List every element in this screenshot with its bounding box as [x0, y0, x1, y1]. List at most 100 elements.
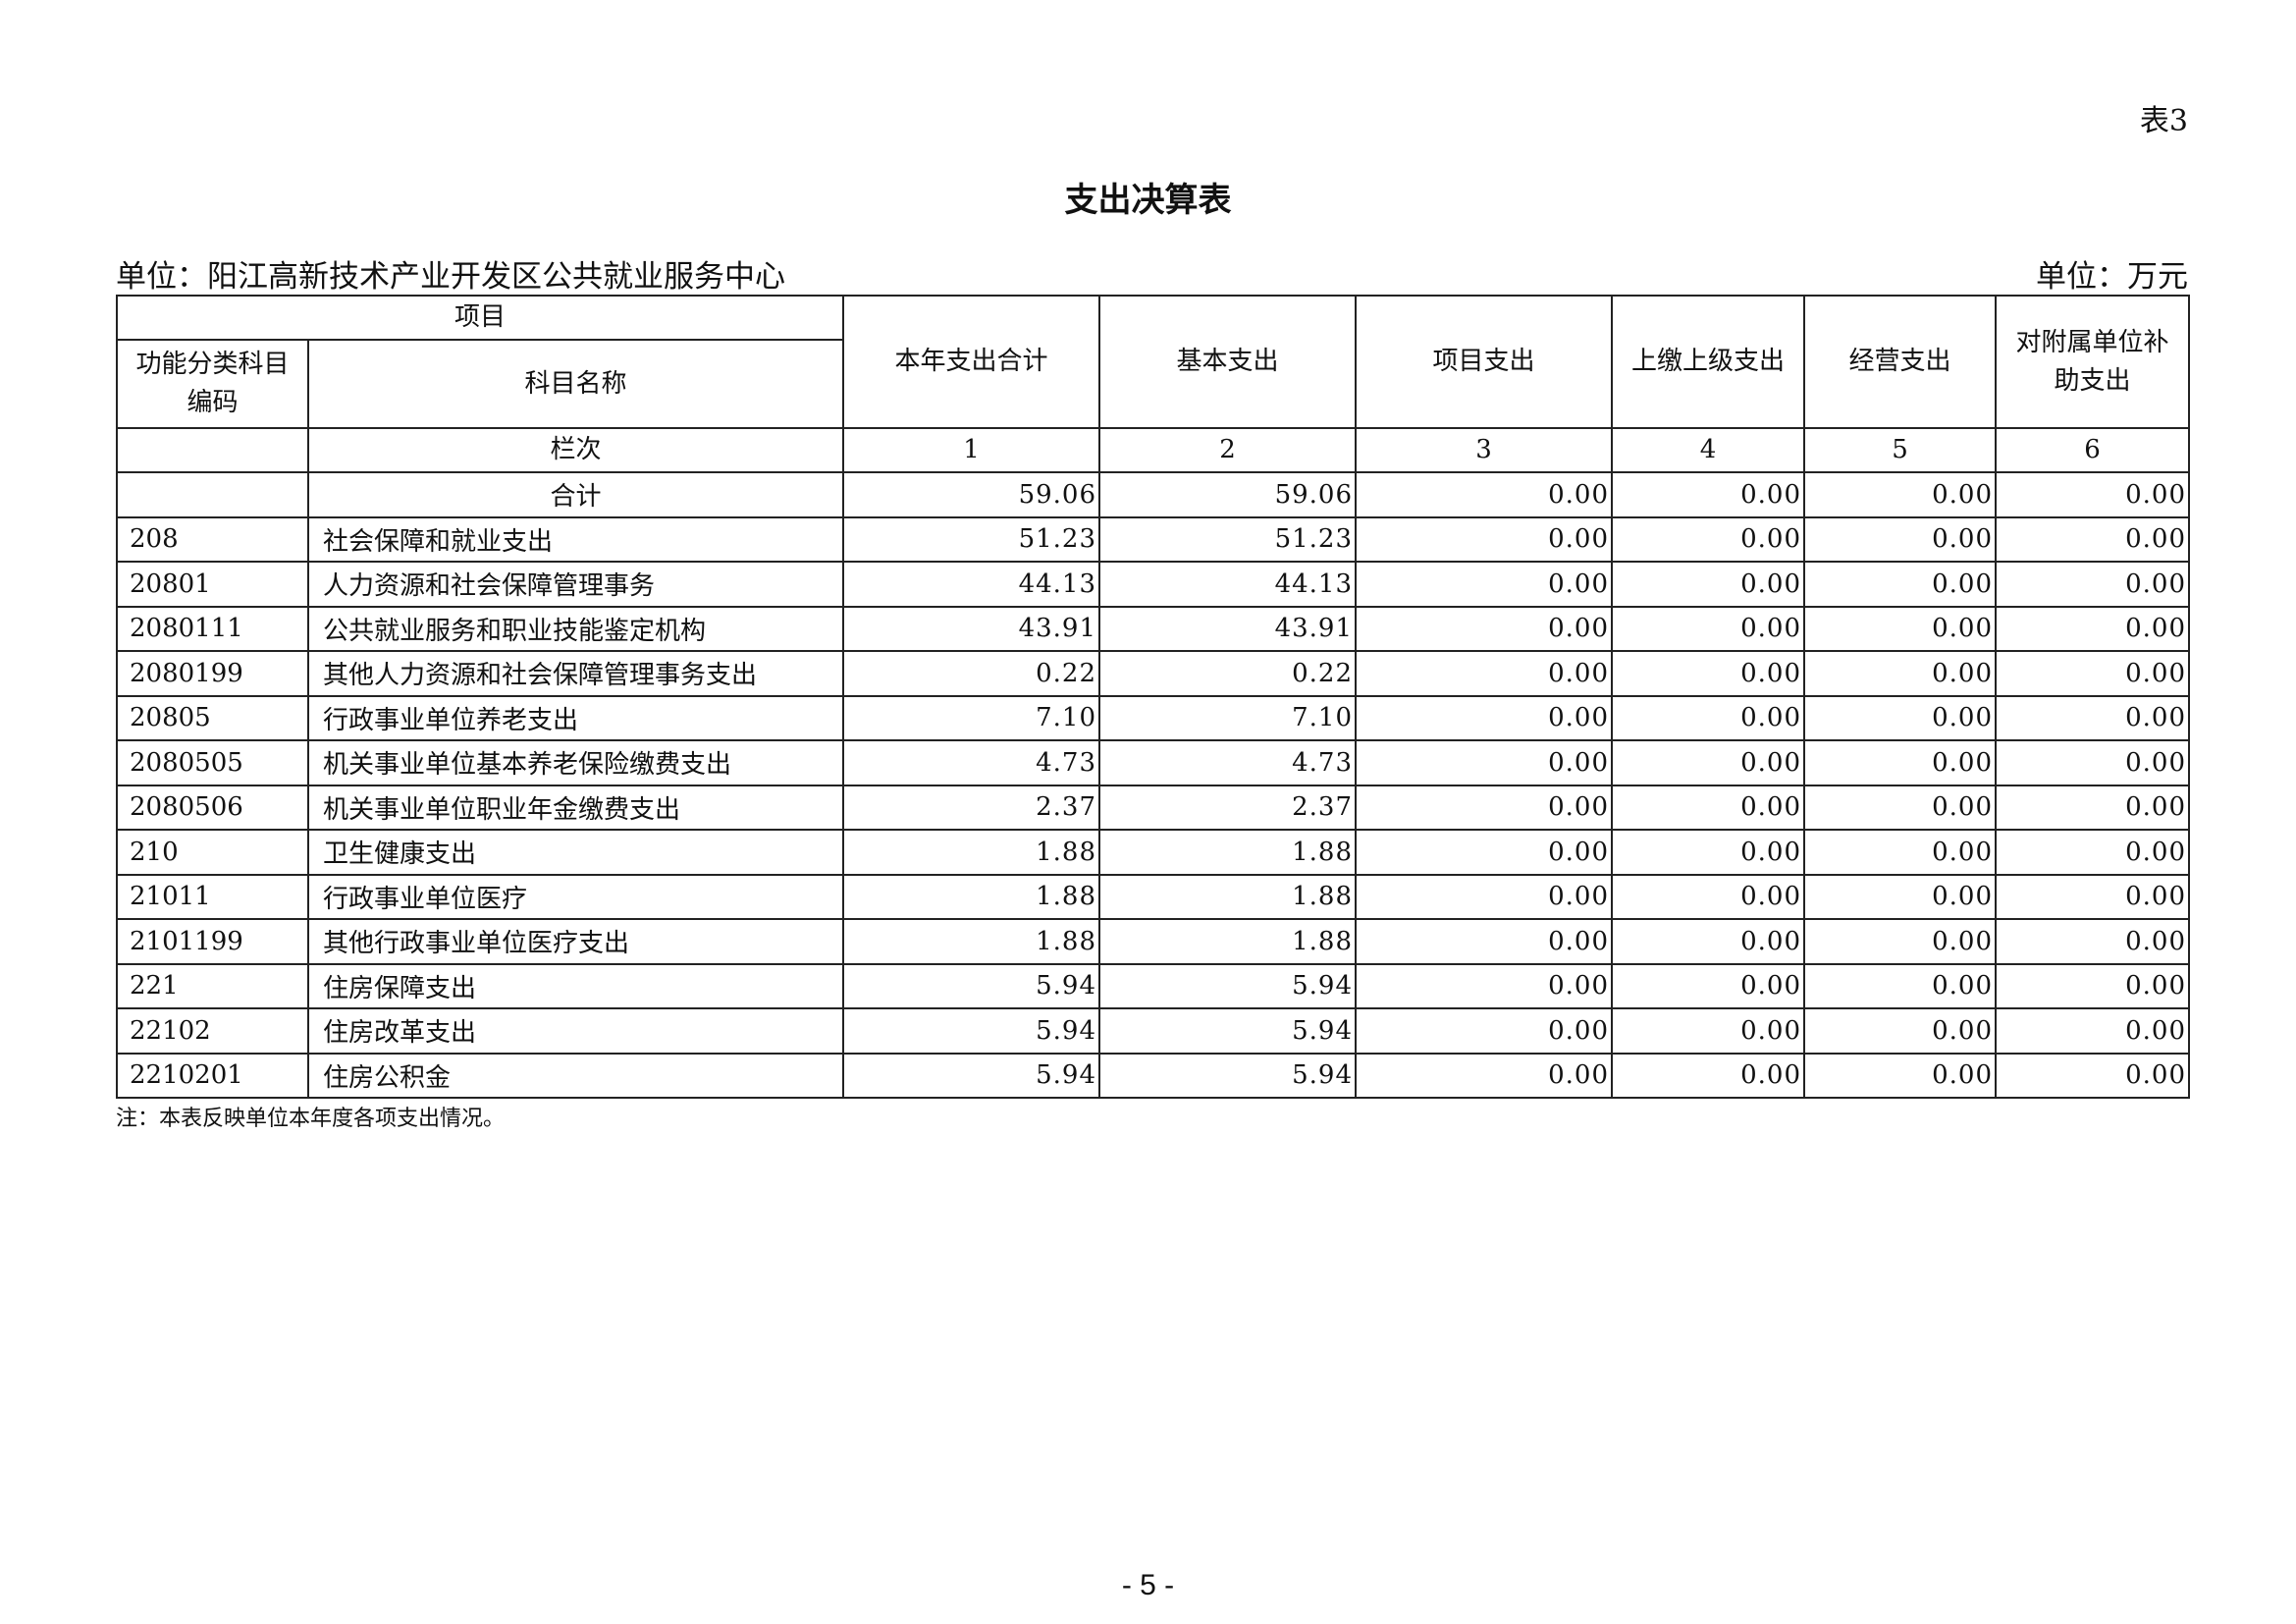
subject-name: 住房保障支出	[306, 962, 845, 1009]
amount-cell: 0.00	[1995, 962, 2191, 1009]
subject-code: 22102	[116, 1007, 309, 1055]
subject-name: 住房公积金	[306, 1052, 845, 1099]
subject-name: 其他人力资源和社会保障管理事务支出	[306, 650, 845, 697]
seq-4: 4	[1611, 427, 1806, 473]
amount-cell: 0.00	[1355, 1007, 1614, 1055]
sequence-row: 栏次 1 2 3 4 5 6	[116, 427, 2191, 473]
amount-cell: 0.00	[1611, 918, 1806, 965]
table-note: 注：本表反映单位本年度各项支出情况。	[116, 1107, 506, 1131]
header-code: 功能分类科目编码	[116, 339, 309, 429]
subject-name: 机关事业单位职业年金缴费支出	[306, 784, 845, 831]
amount-cell: 1.88	[1098, 829, 1358, 876]
expenditure-table: 项目 本年支出合计 基本支出 项目支出 上缴上级支出 经营支出 对附属单位补助支…	[115, 295, 2191, 1099]
amount-cell: 0.00	[1611, 962, 1806, 1009]
seq-1: 1	[842, 427, 1101, 473]
amount-cell: 2.37	[842, 784, 1101, 831]
total-value: 0.00	[1355, 471, 1614, 518]
header-upper-payment: 上缴上级支出	[1611, 295, 1806, 429]
amount-cell: 0.00	[1803, 962, 1998, 1009]
amount-cell: 0.00	[1355, 694, 1614, 741]
table-row: 208 社会保障和就业支出 51.23 51.23 0.00 0.00 0.00 0.00	[116, 515, 2191, 563]
subject-code: 20805	[116, 694, 309, 741]
table-row: 221 住房保障支出 5.94 5.94 0.00 0.00 0.00 0.00	[116, 962, 2191, 1009]
amount-cell: 43.91	[1098, 605, 1358, 652]
amount-cell: 0.00	[1611, 694, 1806, 741]
amount-cell: 0.00	[1803, 515, 1998, 563]
amount-cell: 0.00	[1355, 962, 1614, 1009]
subject-name: 行政事业单位养老支出	[306, 694, 845, 741]
total-row: 合计 59.06 59.06 0.00 0.00 0.00 0.00	[116, 471, 2191, 518]
amount-cell: 0.00	[1611, 739, 1806, 786]
seq-6: 6	[1995, 427, 2191, 473]
table-row: 210 卫生健康支出 1.88 1.88 0.00 0.00 0.00 0.00	[116, 829, 2191, 876]
subject-code: 2080505	[116, 739, 309, 786]
subject-code: 21011	[116, 873, 309, 920]
currency-unit: 单位：万元	[2036, 259, 2188, 295]
seq-label: 栏次	[306, 427, 845, 473]
reporting-unit: 单位：阳江高新技术产业开发区公共就业服务中心	[116, 259, 785, 295]
page-title: 支出决算表	[1064, 181, 1232, 220]
header-basic: 基本支出	[1098, 295, 1358, 429]
amount-cell: 0.00	[1995, 739, 2191, 786]
amount-cell: 0.00	[1803, 650, 1998, 697]
amount-cell: 0.22	[1098, 650, 1358, 697]
amount-cell: 0.22	[842, 650, 1101, 697]
subject-name: 机关事业单位基本养老保险缴费支出	[306, 739, 845, 786]
subject-name: 其他行政事业单位医疗支出	[306, 918, 845, 965]
header-subsidy: 对附属单位补助支出	[1995, 295, 2191, 429]
amount-cell: 0.00	[1611, 1052, 1806, 1099]
subject-code: 221	[116, 962, 309, 1009]
seq-empty	[116, 427, 309, 473]
amount-cell: 0.00	[1803, 739, 1998, 786]
total-value: 59.06	[842, 471, 1101, 518]
table-row: 20805 行政事业单位养老支出 7.10 7.10 0.00 0.00 0.00 0.00	[116, 694, 2191, 741]
amount-cell: 5.94	[842, 962, 1101, 1009]
amount-cell: 0.00	[1995, 1007, 2191, 1055]
table-row: 2101199 其他行政事业单位医疗支出 1.88 1.88 0.00 0.00 0.00 0…	[116, 918, 2191, 965]
amount-cell: 0.00	[1355, 515, 1614, 563]
amount-cell: 0.00	[1611, 561, 1806, 608]
amount-cell: 0.00	[1803, 918, 1998, 965]
table-row: 2080199 其他人力资源和社会保障管理事务支出 0.22 0.22 0.00 0.00…	[116, 650, 2191, 697]
amount-cell: 1.88	[842, 829, 1101, 876]
amount-cell: 0.00	[1803, 873, 1998, 920]
amount-cell: 5.94	[842, 1052, 1101, 1099]
amount-cell: 5.94	[1098, 1052, 1358, 1099]
amount-cell: 0.00	[1803, 694, 1998, 741]
amount-cell: 0.00	[1995, 605, 2191, 652]
amount-cell: 0.00	[1995, 694, 2191, 741]
amount-cell: 0.00	[1355, 1052, 1614, 1099]
total-value: 0.00	[1803, 471, 1998, 518]
subject-code: 2210201	[116, 1052, 309, 1099]
table-row: 2080111 公共就业服务和职业技能鉴定机构 43.91 43.91 0.00 0.00…	[116, 605, 2191, 652]
amount-cell: 0.00	[1995, 650, 2191, 697]
amount-cell: 0.00	[1803, 829, 1998, 876]
page-number: - 5 -	[1121, 1569, 1175, 1601]
amount-cell: 0.00	[1995, 829, 2191, 876]
amount-cell: 1.88	[842, 873, 1101, 920]
table-row: 2080505 机关事业单位基本养老保险缴费支出 4.73 4.73 0.00 0.00 0…	[116, 739, 2191, 786]
total-value: 59.06	[1098, 471, 1358, 518]
amount-cell: 0.00	[1995, 561, 2191, 608]
amount-cell: 0.00	[1611, 1007, 1806, 1055]
table-row: 20801 人力资源和社会保障管理事务 44.13 44.13 0.00 0.00 0.00…	[116, 561, 2191, 608]
amount-cell: 44.13	[842, 561, 1101, 608]
subject-code: 2080199	[116, 650, 309, 697]
total-value: 0.00	[1995, 471, 2191, 518]
amount-cell: 0.00	[1803, 784, 1998, 831]
header-name: 科目名称	[306, 339, 845, 429]
amount-cell: 43.91	[842, 605, 1101, 652]
total-value: 0.00	[1611, 471, 1806, 518]
amount-cell: 0.00	[1355, 650, 1614, 697]
amount-cell: 0.00	[1803, 1052, 1998, 1099]
amount-cell: 0.00	[1611, 650, 1806, 697]
amount-cell: 0.00	[1995, 784, 2191, 831]
header-business: 经营支出	[1803, 295, 1998, 429]
subject-name: 公共就业服务和职业技能鉴定机构	[306, 605, 845, 652]
subject-name: 社会保障和就业支出	[306, 515, 845, 563]
amount-cell: 1.88	[1098, 873, 1358, 920]
amount-cell: 0.00	[1355, 739, 1614, 786]
amount-cell: 1.88	[842, 918, 1101, 965]
amount-cell: 5.94	[842, 1007, 1101, 1055]
total-code-empty	[116, 471, 309, 518]
